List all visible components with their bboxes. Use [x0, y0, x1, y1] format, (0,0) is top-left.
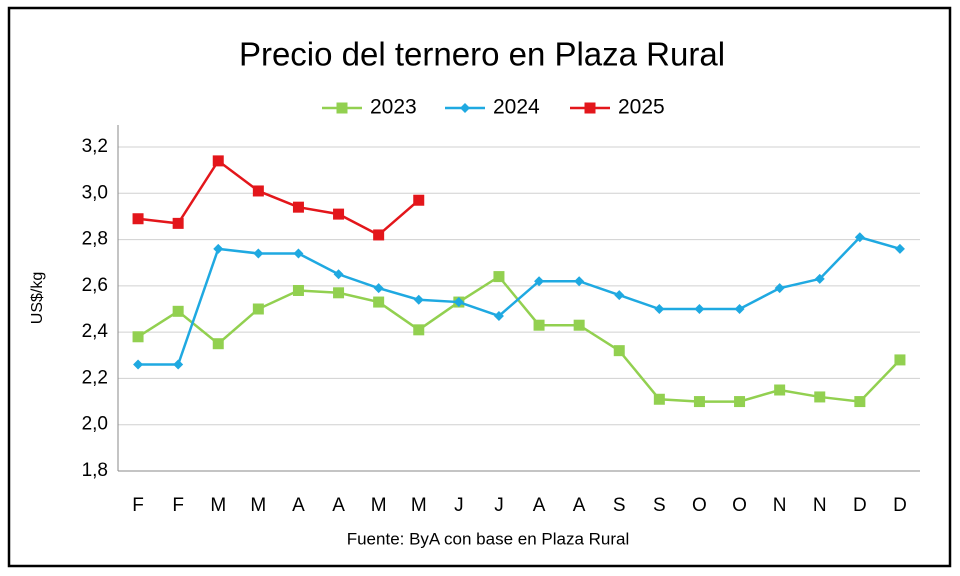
- x-tick-label: A: [533, 495, 546, 516]
- y-tick-label: 2,8: [82, 229, 108, 250]
- marker: [413, 294, 424, 305]
- y-axis-label: US$/kg: [29, 272, 46, 324]
- legend-marker: [584, 102, 596, 114]
- series-line: [137, 159, 420, 237]
- marker: [333, 287, 345, 299]
- marker: [253, 248, 264, 259]
- x-tick-label: F: [132, 495, 144, 516]
- marker: [693, 396, 705, 408]
- marker: [493, 271, 505, 283]
- marker: [292, 284, 304, 296]
- x-tick-label: O: [692, 495, 707, 516]
- marker: [373, 283, 384, 294]
- marker: [774, 283, 785, 294]
- y-tick-label: 2,6: [82, 275, 108, 296]
- x-tick-label: A: [292, 495, 305, 516]
- x-tick-label: D: [853, 495, 867, 516]
- marker: [293, 248, 304, 259]
- y-tick-label: 3,0: [82, 182, 108, 203]
- legend-label: 2025: [618, 96, 665, 119]
- x-tick-label: M: [250, 495, 266, 516]
- x-tick-label: N: [773, 495, 787, 516]
- series-line: [138, 235, 901, 366]
- marker: [894, 354, 906, 366]
- legend: 2023 2024 2025: [322, 96, 665, 119]
- marker: [373, 296, 385, 308]
- marker: [292, 201, 304, 213]
- x-tick-label: O: [732, 495, 747, 516]
- x-tick-label: M: [371, 495, 387, 516]
- marker: [573, 319, 585, 331]
- marker: [894, 243, 905, 254]
- x-tick-label: M: [411, 495, 427, 516]
- x-tick-label: A: [573, 495, 586, 516]
- y-tick-label: 2,2: [82, 367, 108, 388]
- marker: [734, 304, 745, 314]
- marker: [574, 276, 585, 287]
- marker: [172, 217, 184, 229]
- marker: [734, 396, 746, 408]
- marker: [373, 229, 385, 241]
- marker: [493, 310, 504, 321]
- legend-label: 2024: [493, 96, 540, 119]
- x-tick-label: A: [332, 495, 345, 516]
- marker: [212, 155, 224, 167]
- x-tick-label: J: [454, 495, 464, 516]
- marker: [413, 194, 425, 206]
- marker: [212, 338, 224, 350]
- marker: [132, 331, 144, 343]
- frame: [7, 6, 952, 568]
- marker: [413, 324, 425, 336]
- legend-label: 2023: [370, 96, 417, 119]
- marker: [774, 384, 786, 396]
- marker: [333, 208, 345, 220]
- chart-title: Precio del ternero en Plaza Rural: [239, 36, 725, 73]
- marker: [653, 393, 665, 405]
- series-line: [137, 274, 901, 403]
- y-tick-label: 2,4: [82, 321, 109, 342]
- marker: [814, 273, 825, 284]
- y-tick-label: 2,0: [82, 414, 108, 435]
- marker: [173, 359, 184, 370]
- x-tick-label: N: [813, 495, 827, 516]
- marker: [133, 359, 144, 370]
- legend-marker: [460, 103, 470, 113]
- x-tick-label: M: [210, 495, 226, 516]
- marker: [333, 269, 344, 280]
- y-tick-label: 1,8: [82, 460, 108, 481]
- x-tick-label: S: [653, 495, 666, 516]
- marker: [533, 319, 545, 331]
- marker: [814, 391, 826, 403]
- source: Fuente: ByA con base en Plaza Rural: [347, 529, 630, 548]
- legend-marker: [336, 102, 348, 114]
- grid: [117, 125, 920, 472]
- x-tick-label: F: [172, 495, 184, 516]
- marker: [854, 396, 866, 408]
- marker: [613, 345, 625, 357]
- plot: [132, 155, 906, 408]
- x-tick-label: D: [893, 495, 907, 516]
- marker: [654, 304, 665, 314]
- marker: [694, 304, 705, 314]
- marker: [453, 297, 464, 308]
- x-tick-label: S: [613, 495, 626, 516]
- marker: [132, 213, 144, 225]
- marker: [614, 290, 625, 301]
- marker: [172, 305, 184, 317]
- marker: [213, 243, 224, 254]
- marker: [854, 232, 865, 243]
- x-tick-label: J: [494, 495, 504, 516]
- marker: [534, 276, 545, 287]
- marker: [252, 303, 264, 315]
- y-tick-label: 3,2: [82, 136, 108, 157]
- marker: [252, 185, 264, 197]
